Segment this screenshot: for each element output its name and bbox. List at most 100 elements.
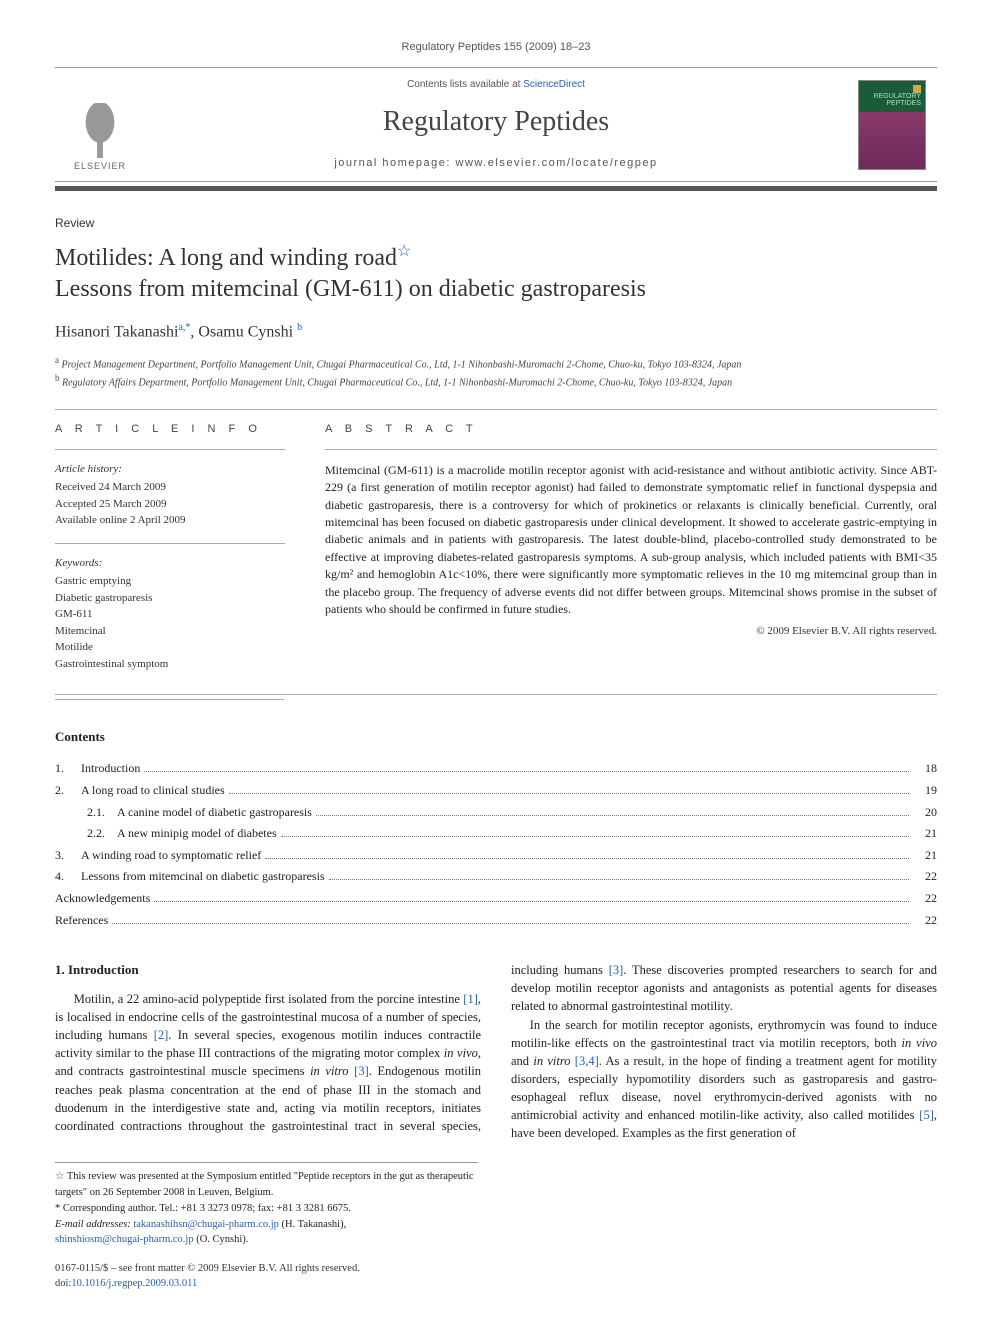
toc-num: 4. (55, 866, 81, 888)
article-info-label: A R T I C L E I N F O (55, 422, 285, 437)
toc-label: Introduction (81, 758, 140, 780)
affil-b-text: Regulatory Affairs Department, Portfolio… (60, 378, 733, 389)
journal-name: Regulatory Peptides (155, 102, 837, 141)
body-text: 1. Introduction Motilin, a 22 amino-acid… (55, 961, 937, 1142)
toc-dots (316, 806, 909, 816)
cover-label-bottom: PEPTIDES (886, 100, 921, 107)
footnotes: ☆ This review was presented at the Sympo… (55, 1162, 478, 1248)
email-name: (H. Takanashi), (279, 1219, 346, 1230)
toc-num: 1. (55, 758, 81, 780)
cover-label-top: REGULATORY (874, 93, 921, 100)
history-label: Article history: (55, 462, 285, 477)
toc-dots (265, 849, 909, 859)
divider (325, 449, 937, 450)
toc-row[interactable]: 2.2. A new minipig model of diabetes 21 (55, 823, 937, 845)
author-2: , Osamu Cynshi (190, 323, 297, 340)
email-link[interactable]: takanashihsn@chugai-pharm.co.jp (133, 1219, 279, 1230)
ref-link[interactable]: [3] (354, 1064, 369, 1078)
ref-link[interactable]: [1] (463, 992, 478, 1006)
affiliations: a Project Management Department, Portfol… (55, 354, 937, 391)
article-title: Motilides: A long and winding road☆ Less… (55, 242, 937, 305)
keyword: GM-611 (55, 606, 285, 623)
title-footnote-star[interactable]: ☆ (397, 243, 411, 260)
toc-row[interactable]: 3. A winding road to symptomatic relief … (55, 845, 937, 867)
keyword: Mitemcinal (55, 623, 285, 640)
title-line-2: Lessons from mitemcinal (GM-611) on diab… (55, 276, 646, 302)
italic-term: in vitro (310, 1064, 348, 1078)
abstract-column: A B S T R A C T Mitemcinal (GM-611) is a… (325, 422, 937, 687)
cover-thumb-cell: REGULATORY PEPTIDES (847, 68, 937, 181)
sciencedirect-link[interactable]: ScienceDirect (523, 79, 585, 90)
email-name: (O. Cynshi). (194, 1234, 249, 1245)
text-run: In the search for motilin receptor agoni… (511, 1018, 937, 1050)
section-heading: 1. Introduction (55, 961, 481, 980)
article-history: Article history: Received 24 March 2009 … (55, 462, 285, 529)
doi-link[interactable]: 10.1016/j.regpep.2009.03.011 (71, 1278, 197, 1289)
text-run: Motilin, a 22 amino-acid polypeptide fir… (74, 992, 464, 1006)
ref-link[interactable]: [3] (609, 963, 624, 977)
toc-label: Acknowledgements (55, 888, 150, 910)
toc-page: 22 (913, 866, 937, 888)
abstract-text: Mitemcinal (GM-611) is a macrolide motil… (325, 462, 937, 619)
received-date: Received 24 March 2009 (55, 479, 285, 496)
divider (55, 449, 285, 450)
cover-title: REGULATORY PEPTIDES (874, 93, 921, 108)
footnote-emails: E-mail addresses: takanashihsn@chugai-ph… (55, 1217, 478, 1249)
toc-dots (154, 892, 909, 902)
toc-row[interactable]: 4. Lessons from mitemcinal on diabetic g… (55, 866, 937, 888)
info-abstract-row: A R T I C L E I N F O Article history: R… (55, 422, 937, 687)
elsevier-tree-icon (75, 103, 125, 158)
authors: Hisanori Takanashia,*, Osamu Cynshi b (55, 321, 937, 344)
article-type: Review (55, 215, 937, 232)
toc-dots (112, 914, 909, 924)
footnote-text: Corresponding author. Tel.: +81 3 3273 0… (60, 1203, 351, 1214)
text-run: and (511, 1054, 533, 1068)
divider (55, 694, 937, 695)
accepted-date: Accepted 25 March 2009 (55, 496, 285, 513)
toc-page: 22 (913, 910, 937, 932)
toc-label: A canine model of diabetic gastroparesis (117, 802, 312, 824)
footer-meta: 0167-0115/$ – see front matter © 2009 El… (55, 1262, 937, 1291)
email-link[interactable]: shinshiosm@chugai-pharm.co.jp (55, 1234, 194, 1245)
footnote-star-icon: ☆ (55, 1171, 64, 1182)
toc-num: 2. (55, 780, 81, 802)
toc-page: 18 (913, 758, 937, 780)
contents-heading: Contents (55, 728, 937, 746)
toc-row[interactable]: 1. Introduction 18 (55, 758, 937, 780)
contents-prefix: Contents lists available at (407, 79, 523, 90)
italic-term: in vitro (533, 1054, 570, 1068)
toc-dots (281, 828, 909, 838)
toc-page: 21 (913, 823, 937, 845)
ref-link[interactable]: [3,4] (575, 1054, 599, 1068)
online-date: Available online 2 April 2009 (55, 512, 285, 529)
header-rule (55, 186, 937, 191)
abstract-copyright: © 2009 Elsevier B.V. All rights reserved… (325, 624, 937, 639)
toc-row[interactable]: 2. A long road to clinical studies 19 (55, 780, 937, 802)
italic-term: in vivo (902, 1036, 938, 1050)
footnote-text: This review was presented at the Symposi… (55, 1171, 474, 1198)
toc-page: 19 (913, 780, 937, 802)
toc-subnum: 2.2. (87, 823, 117, 845)
italic-term: in vivo (444, 1046, 478, 1060)
article-info-column: A R T I C L E I N F O Article history: R… (55, 422, 285, 687)
toc-row[interactable]: 2.1. A canine model of diabetic gastropa… (55, 802, 937, 824)
publisher-logo-cell: ELSEVIER (55, 68, 145, 181)
doi-line: doi:10.1016/j.regpep.2009.03.011 (55, 1277, 937, 1292)
toc-page: 20 (913, 802, 937, 824)
paragraph: In the search for motilin receptor agoni… (511, 1016, 937, 1143)
contents-available-line: Contents lists available at ScienceDirec… (155, 78, 837, 92)
ref-link[interactable]: [5] (919, 1108, 934, 1122)
journal-header: ELSEVIER Contents lists available at Sci… (55, 67, 937, 182)
keywords-label: Keywords: (55, 556, 285, 571)
keyword: Diabetic gastroparesis (55, 590, 285, 607)
homepage-url: www.elsevier.com/locate/regpep (456, 157, 658, 169)
toc-row[interactable]: Acknowledgements 22 (55, 888, 937, 910)
toc-row[interactable]: References 22 (55, 910, 937, 932)
homepage-prefix: journal homepage: (334, 157, 455, 169)
ref-link[interactable]: [2] (154, 1028, 169, 1042)
keyword: Gastric emptying (55, 573, 285, 590)
toc-page: 22 (913, 888, 937, 910)
affiliation-a: a Project Management Department, Portfol… (55, 354, 937, 372)
abstract-label: A B S T R A C T (325, 422, 937, 437)
footnote-symposium: ☆ This review was presented at the Sympo… (55, 1169, 478, 1201)
